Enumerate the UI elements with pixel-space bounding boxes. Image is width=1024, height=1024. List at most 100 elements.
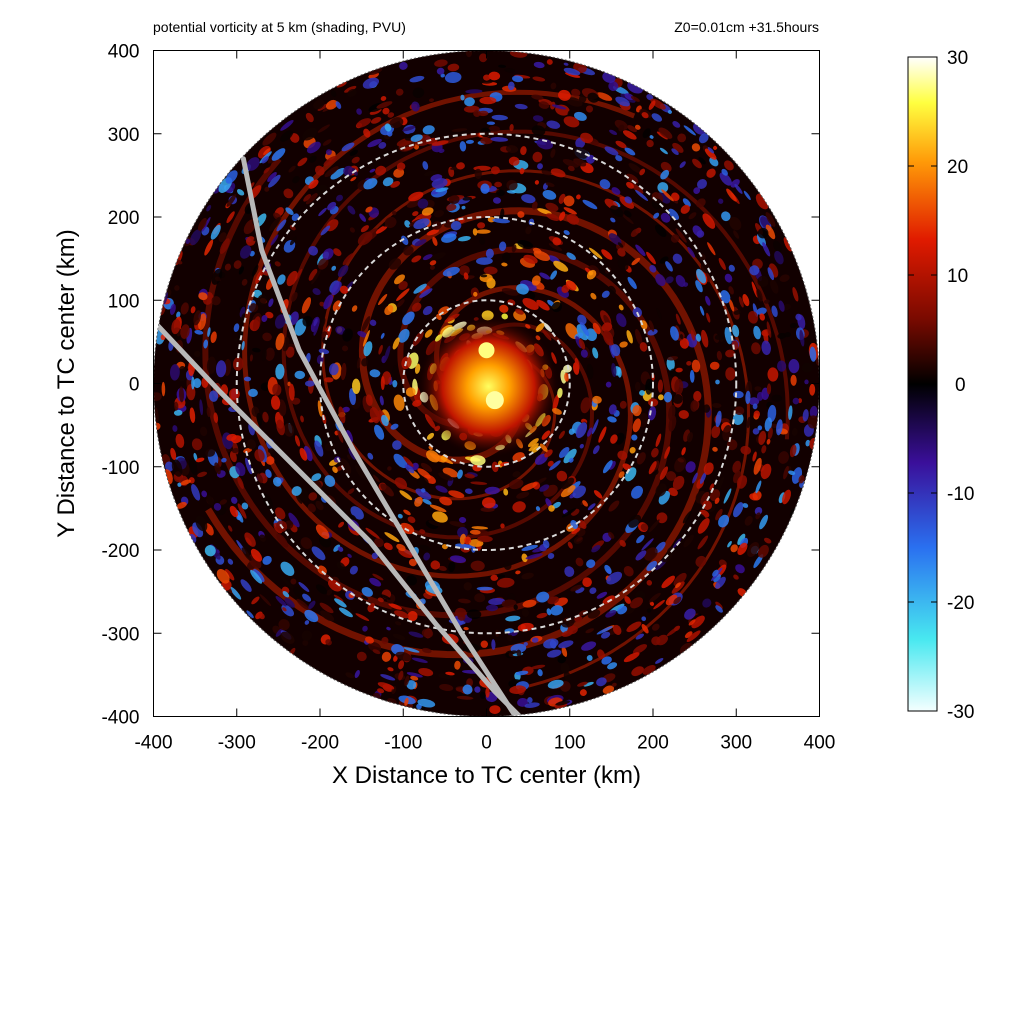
y-tick-label: 0 [129, 375, 140, 396]
pv-cell [697, 179, 707, 189]
pv-cell [697, 518, 710, 534]
pv-cell [582, 500, 588, 507]
pv-cell [607, 416, 617, 423]
pv-cell [512, 75, 524, 83]
pv-cell [285, 207, 294, 216]
pv-cell [764, 417, 772, 432]
pv-cell [356, 108, 362, 115]
pv-cell [707, 242, 716, 256]
pv-cell [809, 383, 816, 396]
pv-cell [347, 454, 351, 460]
pv-cell [581, 641, 597, 651]
pv-cell [451, 128, 468, 132]
pv-cell [516, 283, 529, 295]
pv-cell [374, 424, 385, 440]
pv-cell [602, 460, 613, 474]
pv-cell [393, 168, 405, 178]
pv-cell [463, 626, 469, 631]
pv-cell [765, 224, 776, 240]
pv-cell [732, 324, 740, 338]
pv-cell [580, 132, 594, 144]
pv-cell [429, 452, 443, 463]
pv-cell [194, 350, 201, 358]
pv-cell [645, 378, 653, 395]
pv-cell [661, 575, 675, 589]
x-tick-label: 0 [481, 733, 492, 754]
pv-cell [521, 544, 538, 551]
pv-cell [716, 476, 724, 493]
pv-cell [347, 89, 357, 97]
pv-cell [653, 599, 665, 610]
pv-cell [527, 697, 533, 704]
pv-cell [465, 89, 483, 94]
x-tick-label: 400 [804, 733, 836, 754]
pv-cell [398, 670, 404, 681]
pv-cell [236, 189, 245, 196]
pv-cell [392, 210, 397, 216]
pv-cell [703, 462, 714, 475]
pv-cell [628, 162, 643, 174]
pv-cell [261, 348, 267, 362]
pv-cell [464, 488, 473, 494]
pv-cell [174, 285, 180, 291]
pv-cell [639, 342, 648, 352]
pv-cell [262, 132, 277, 146]
pv-cell [596, 92, 613, 101]
pv-cell [473, 109, 481, 118]
pv-cell [488, 125, 500, 132]
pv-cell [363, 128, 371, 138]
pv-cell [653, 212, 660, 219]
pv-cell [435, 187, 449, 193]
pv-cell [611, 187, 621, 195]
pv-cell [761, 340, 771, 356]
pv-cell [696, 198, 706, 208]
pv-cell [241, 502, 249, 510]
pv-cell [558, 89, 571, 101]
pv-cell [275, 595, 287, 607]
pv-cell [610, 344, 621, 357]
pv-cell [206, 406, 211, 418]
pv-cell [648, 461, 657, 475]
pv-cell [349, 227, 355, 233]
pv-cell [265, 469, 272, 478]
pv-cell [457, 612, 466, 621]
pv-cell [523, 254, 538, 264]
pv-cell [776, 360, 787, 372]
pv-cell [275, 333, 285, 351]
pv-cell [333, 594, 344, 602]
pv-cell [673, 572, 687, 587]
pv-cell [496, 189, 505, 197]
pv-cell [611, 682, 617, 687]
pv-cell [394, 621, 402, 626]
pv-cell [413, 218, 430, 230]
pv-cell [686, 630, 701, 643]
pv-cell [716, 350, 723, 361]
pv-cell [545, 202, 559, 212]
pv-cell [216, 569, 230, 584]
pv-cell [347, 205, 356, 215]
pv-cell [617, 258, 629, 271]
pv-cell [206, 204, 212, 212]
pv-cell [248, 303, 259, 313]
track-line [153, 318, 523, 717]
pv-cell [777, 332, 787, 339]
pv-cell [415, 488, 432, 500]
pv-cell [809, 405, 818, 419]
x-axis: -400 -300 -200 -100 0 100 200 300 400 [134, 50, 836, 754]
pv-cell [378, 293, 388, 306]
pv-cell [561, 646, 568, 658]
pv-cell [555, 700, 571, 706]
pv-cell [365, 394, 373, 406]
pv-cell [670, 234, 680, 243]
pv-cell [369, 369, 381, 378]
pv-cell [668, 487, 678, 497]
colorbar-tick-label: -20 [947, 593, 974, 614]
pv-cell [561, 617, 575, 628]
pv-cell [262, 493, 274, 510]
pv-cell [609, 129, 618, 136]
pv-cell [473, 291, 478, 297]
pv-cell [608, 285, 616, 295]
pv-cell [356, 118, 372, 128]
pv-cell [510, 650, 518, 654]
pv-cell [429, 260, 437, 266]
